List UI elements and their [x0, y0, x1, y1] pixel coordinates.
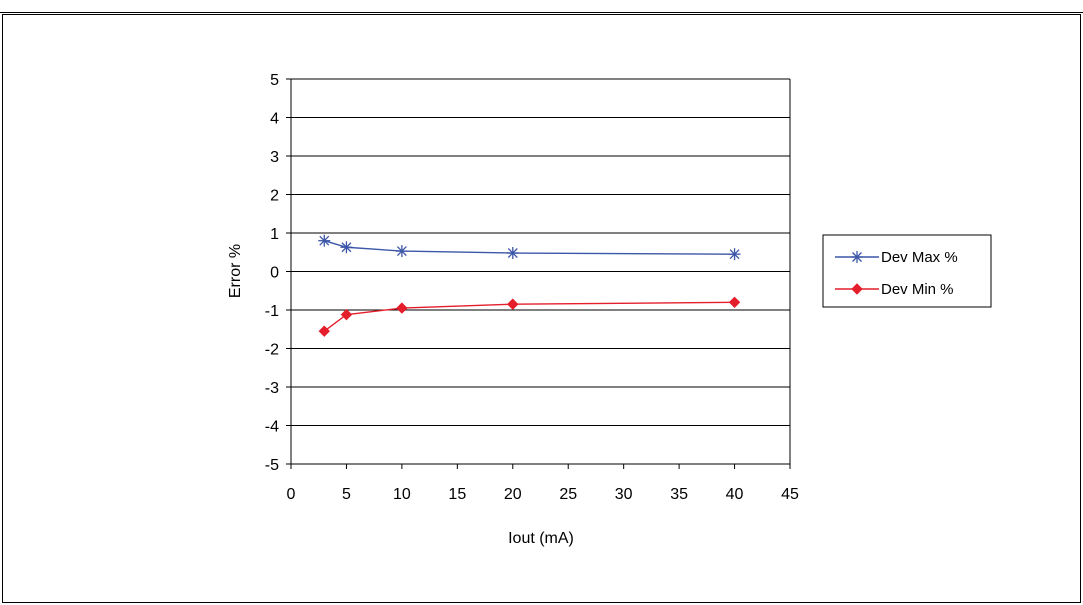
data-point: [728, 296, 741, 309]
legend-box: [822, 234, 992, 308]
y-tick-label: -2: [265, 342, 279, 359]
y-tick-label: -4: [265, 419, 279, 436]
data-point: [340, 241, 353, 254]
legend-item: Dev Min %: [835, 281, 954, 298]
legend-label: Dev Min %: [881, 281, 954, 298]
x-tick-label: 30: [615, 486, 633, 503]
y-tick-label: 5: [270, 72, 279, 89]
series-1: [318, 296, 741, 337]
chart-border: [2, 14, 1081, 603]
series-0: [318, 234, 741, 261]
y-tick-label: 4: [270, 111, 279, 128]
x-tick-label: 10: [393, 486, 411, 503]
y-tick-label: -3: [265, 380, 279, 397]
data-point: [728, 248, 741, 261]
y-tick-label: 1: [270, 226, 279, 243]
x-tick-label: 15: [448, 486, 466, 503]
series-layer: [318, 234, 741, 337]
data-point: [395, 245, 408, 258]
legend-label: Dev Max %: [881, 249, 958, 266]
y-tick-label: -5: [265, 457, 279, 474]
legend-marker: [851, 283, 863, 295]
y-tick-label: -1: [265, 303, 279, 320]
data-point: [318, 325, 330, 337]
y-tick-labels: 5 4 3 2 1 0 -1 -2 -3 -4 -5: [265, 72, 279, 474]
data-point: [506, 247, 519, 260]
y-tick-label: 3: [270, 149, 279, 166]
y-axis-label: Error %: [227, 244, 244, 298]
x-tick-label: 25: [559, 486, 577, 503]
data-point: [318, 234, 331, 247]
y-tick-label: 0: [270, 265, 279, 282]
data-point: [507, 298, 519, 310]
legend-marker: [851, 251, 863, 263]
y-tick-label: 2: [270, 188, 279, 205]
x-tick-label: 5: [342, 486, 351, 503]
axes: [286, 78, 791, 469]
gridlines: [291, 78, 790, 465]
x-tick-label: 35: [670, 486, 688, 503]
legend-item: Dev Max %: [835, 249, 958, 266]
legend: Dev Max % Dev Min %: [822, 234, 992, 308]
page-rule: [0, 12, 1083, 13]
x-tick-labels: 0 5 10 15 20 25 30 35 40 45: [287, 486, 799, 503]
x-tick-label: 45: [781, 486, 799, 503]
x-axis-label: Iout (mA): [508, 530, 574, 547]
x-tick-label: 20: [504, 486, 522, 503]
data-point: [396, 302, 408, 314]
data-point: [340, 308, 353, 321]
x-tick-label: 40: [726, 486, 744, 503]
x-tick-label: 0: [287, 486, 296, 503]
